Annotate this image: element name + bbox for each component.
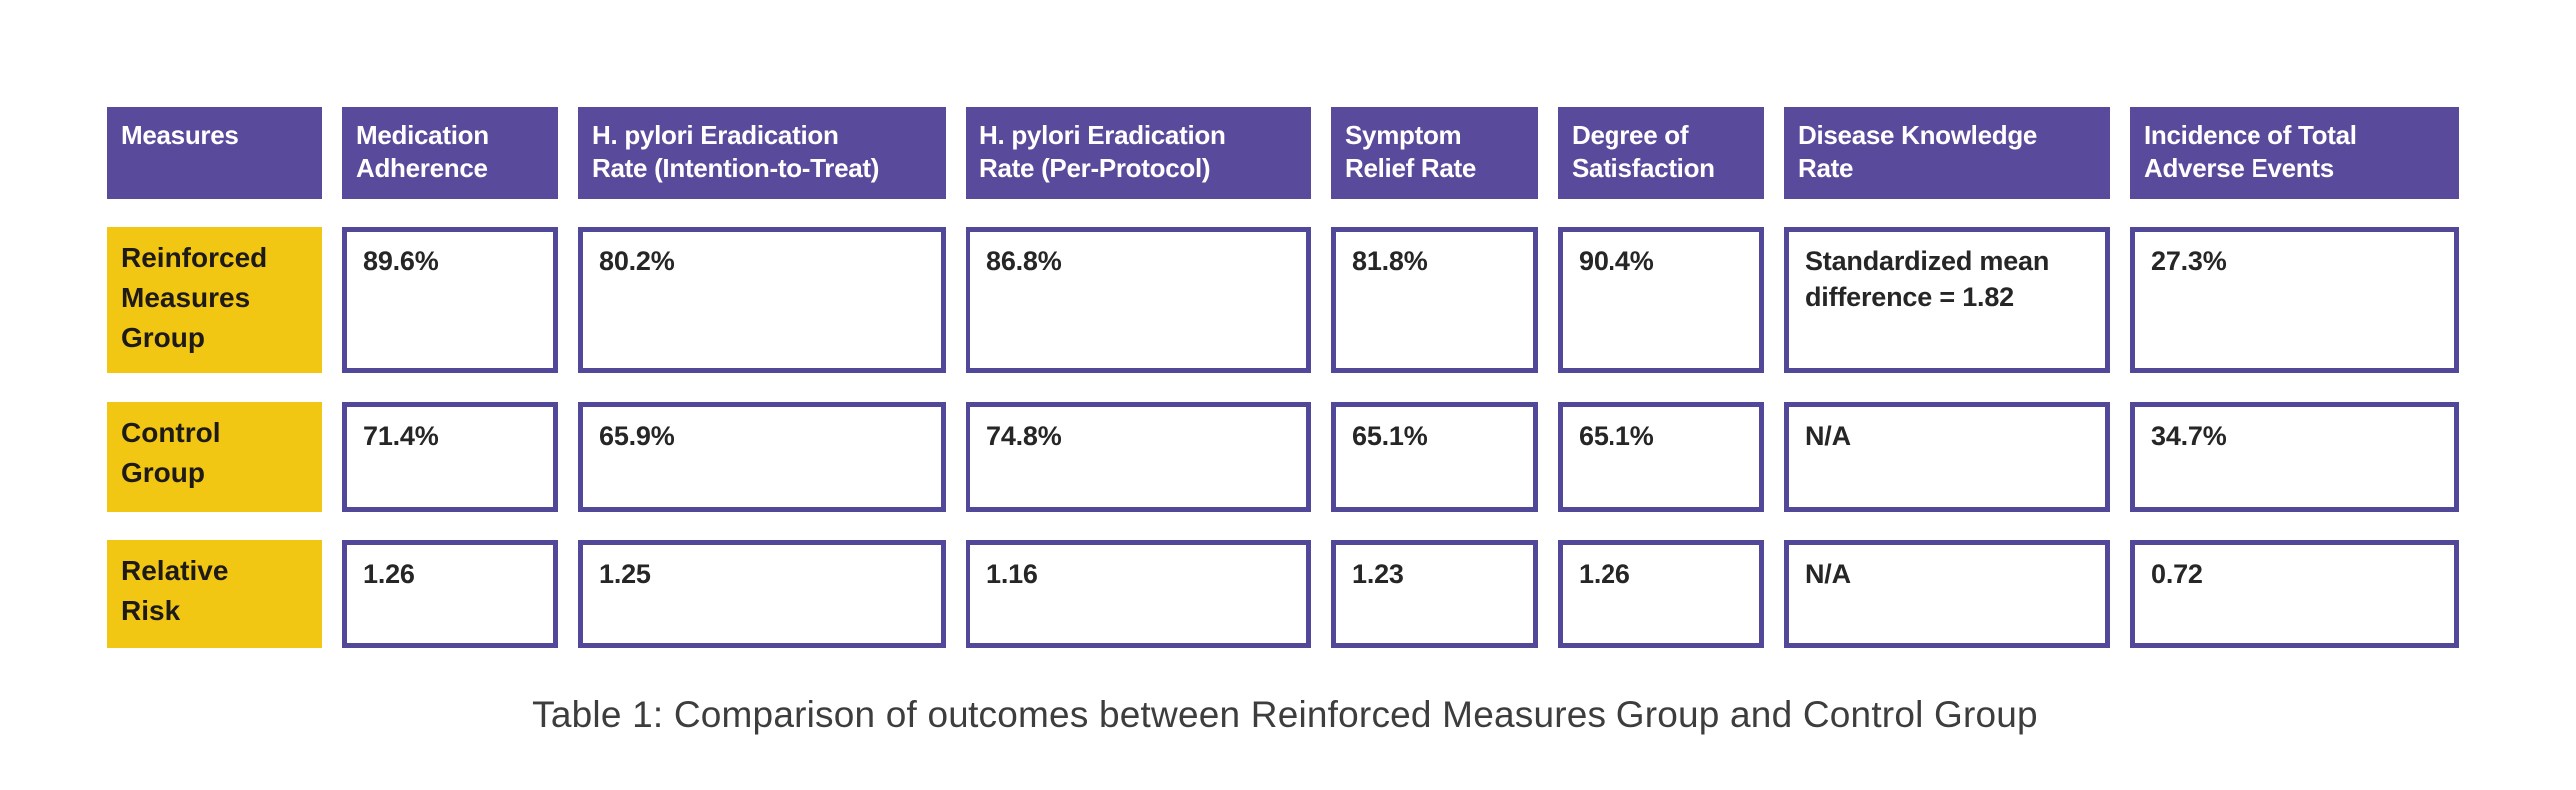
- header-cell-7: Incidence of Total Adverse Events: [2130, 107, 2459, 199]
- value-cell-r1-c4: 65.1%: [1558, 402, 1764, 512]
- table-row: Reinforced Measures Group 89.6% 80.2% 86.8%…: [107, 227, 2463, 373]
- value-cell-r0-c1: 80.2%: [578, 227, 946, 373]
- header-cell-0: Measures: [107, 107, 322, 199]
- table-row: Control Group 71.4% 65.9% 74.8% 65.1% 65.1% N/…: [107, 402, 2463, 512]
- header-cell-2: H. pylori Eradication Rate (Intention-to…: [578, 107, 946, 199]
- value-cell-r1-c0: 71.4%: [342, 402, 558, 512]
- value-cell-r0-c6: 27.3%: [2130, 227, 2459, 373]
- value-cell-r0-c2: 86.8%: [966, 227, 1311, 373]
- value-cell-r2-c0: 1.26: [342, 540, 558, 648]
- value-cell-r0-c4: 90.4%: [1558, 227, 1764, 373]
- row-label-0: Reinforced Measures Group: [107, 227, 322, 373]
- value-cell-r2-c4: 1.26: [1558, 540, 1764, 648]
- header-cell-6: Disease Knowledge Rate: [1784, 107, 2110, 199]
- value-cell-r0-c3: 81.8%: [1331, 227, 1538, 373]
- header-cell-4: Symptom Relief Rate: [1331, 107, 1538, 199]
- value-cell-r0-c0: 89.6%: [342, 227, 558, 373]
- value-cell-r1-c5: N/A: [1784, 402, 2110, 512]
- table-caption: Table 1: Comparison of outcomes between …: [532, 694, 2038, 735]
- header-cell-3: H. pylori Eradication Rate (Per-Protocol…: [966, 107, 1311, 199]
- value-cell-r0-c5: Standardized mean difference = 1.82: [1784, 227, 2110, 373]
- value-cell-r1-c1: 65.9%: [578, 402, 946, 512]
- value-cell-r1-c2: 74.8%: [966, 402, 1311, 512]
- table-header-row: Measures Medication Adherence H. pylori Er…: [107, 107, 2463, 199]
- value-cell-r1-c3: 65.1%: [1331, 402, 1538, 512]
- header-cell-1: Medication Adherence: [342, 107, 558, 199]
- table-row: Relative Risk 1.26 1.25 1.16 1.23 1.26 N/A 0.72: [107, 540, 2463, 648]
- value-cell-r2-c2: 1.16: [966, 540, 1311, 648]
- value-cell-r2-c5: N/A: [1784, 540, 2110, 648]
- value-cell-r2-c6: 0.72: [2130, 540, 2459, 648]
- value-cell-r1-c6: 34.7%: [2130, 402, 2459, 512]
- header-cell-5: Degree of Satisfaction: [1558, 107, 1764, 199]
- row-label-1: Control Group: [107, 402, 322, 512]
- comparison-table: Measures Medication Adherence H. pylori Er…: [107, 107, 2463, 736]
- row-label-2: Relative Risk: [107, 540, 322, 648]
- value-cell-r2-c1: 1.25: [578, 540, 946, 648]
- table-body: Reinforced Measures Group 89.6% 80.2% 86.8%…: [107, 227, 2463, 648]
- value-cell-r2-c3: 1.23: [1331, 540, 1538, 648]
